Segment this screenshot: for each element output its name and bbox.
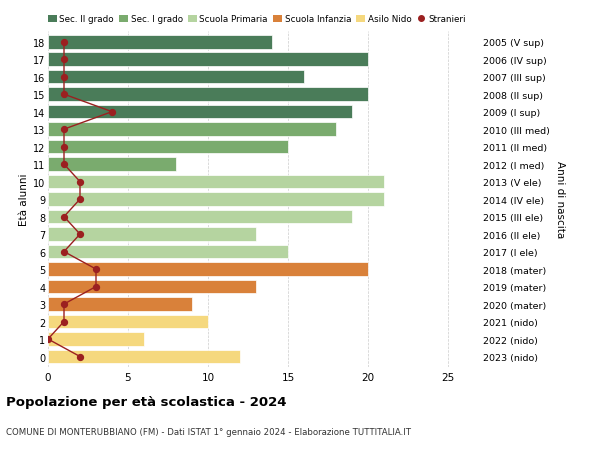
Bar (48, 315, 208, 329)
Point (75, 179, 85, 186)
Bar (48, 280, 256, 294)
Bar (48, 53, 368, 67)
Text: COMUNE DI MONTERUBBIANO (FM) - Dati ISTAT 1° gennaio 2024 - Elaborazione TUTTITA: COMUNE DI MONTERUBBIANO (FM) - Dati ISTA… (6, 427, 411, 436)
Point (75, 196, 85, 203)
Bar (48, 297, 192, 311)
Point (43, 336, 53, 343)
Bar (48, 228, 256, 241)
Point (59, 161, 69, 168)
Bar (48, 175, 384, 189)
Point (59, 318, 69, 325)
Legend: Sec. II grado, Sec. I grado, Scuola Primaria, Scuola Infanzia, Asilo Nido, Stran: Sec. II grado, Sec. I grado, Scuola Prim… (48, 16, 466, 24)
Bar (48, 71, 304, 84)
Bar (48, 350, 240, 364)
Bar (48, 263, 368, 276)
Point (91, 283, 101, 291)
Point (75, 231, 85, 238)
Point (59, 74, 69, 81)
Bar (48, 245, 288, 259)
Point (59, 301, 69, 308)
Point (107, 109, 117, 116)
Point (59, 126, 69, 134)
Point (59, 144, 69, 151)
Point (91, 266, 101, 273)
Point (59, 248, 69, 256)
Point (59, 213, 69, 221)
Y-axis label: Età alunni: Età alunni (19, 174, 29, 226)
Point (59, 39, 69, 46)
Bar (48, 88, 368, 102)
Bar (48, 140, 288, 154)
Bar (48, 193, 384, 207)
Point (59, 56, 69, 64)
Y-axis label: Anni di nascita: Anni di nascita (555, 161, 565, 238)
Bar (48, 106, 352, 119)
Bar (48, 158, 176, 172)
Bar (48, 210, 352, 224)
Bar (48, 123, 336, 137)
Bar (48, 36, 272, 50)
Point (59, 91, 69, 99)
Text: Popolazione per età scolastica - 2024: Popolazione per età scolastica - 2024 (6, 395, 287, 408)
Bar (48, 332, 144, 346)
Point (75, 353, 85, 360)
